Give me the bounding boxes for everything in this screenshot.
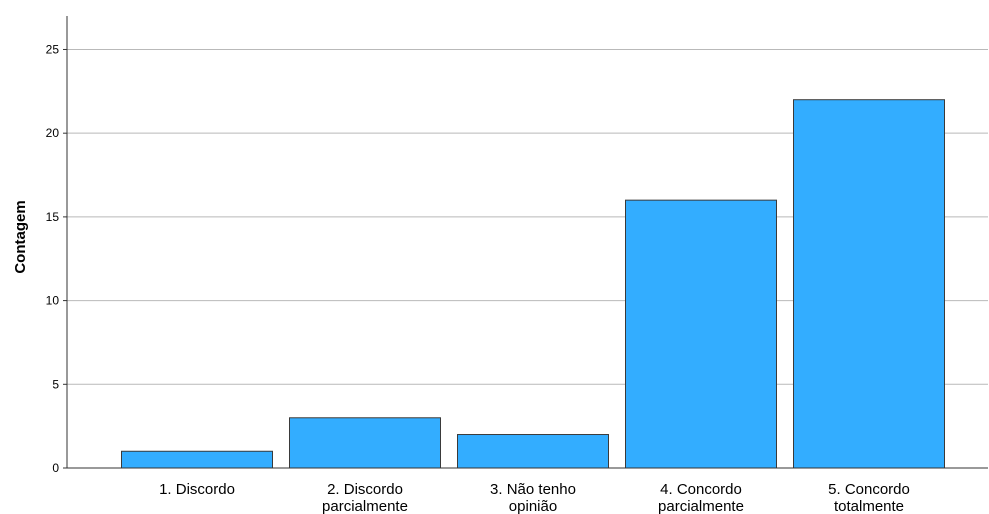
x-category-label: parcialmente bbox=[322, 498, 408, 514]
y-tick-label: 10 bbox=[46, 294, 60, 308]
x-category-label: 3. Não tenho bbox=[490, 481, 576, 498]
y-tick-label: 25 bbox=[46, 42, 60, 56]
y-tick-label: 15 bbox=[46, 210, 60, 224]
axes bbox=[66, 16, 988, 469]
bar-1 bbox=[121, 450, 273, 469]
y-tick-labels: 0 5 10 15 20 25 bbox=[46, 42, 67, 475]
y-tick-label: 5 bbox=[52, 377, 59, 391]
bar-2 bbox=[289, 417, 441, 469]
bars bbox=[121, 99, 945, 469]
x-category-label: 4. Concordo bbox=[660, 481, 742, 498]
x-category-label: parcialmente bbox=[658, 498, 744, 514]
y-axis-title: Contagem bbox=[12, 200, 29, 273]
x-category-label: opinião bbox=[509, 498, 557, 514]
bar-4 bbox=[625, 199, 777, 469]
y-tick-label: 20 bbox=[46, 126, 60, 140]
y-tick-label: 0 bbox=[52, 461, 59, 475]
x-category-label: 2. Discordo bbox=[327, 481, 403, 498]
x-category-label: totalmente bbox=[834, 498, 904, 514]
bar-3 bbox=[457, 434, 609, 469]
bar-5 bbox=[793, 99, 945, 469]
x-category-label: 5. Concordo bbox=[828, 481, 910, 498]
x-category-label: 1. Discordo bbox=[159, 481, 235, 498]
